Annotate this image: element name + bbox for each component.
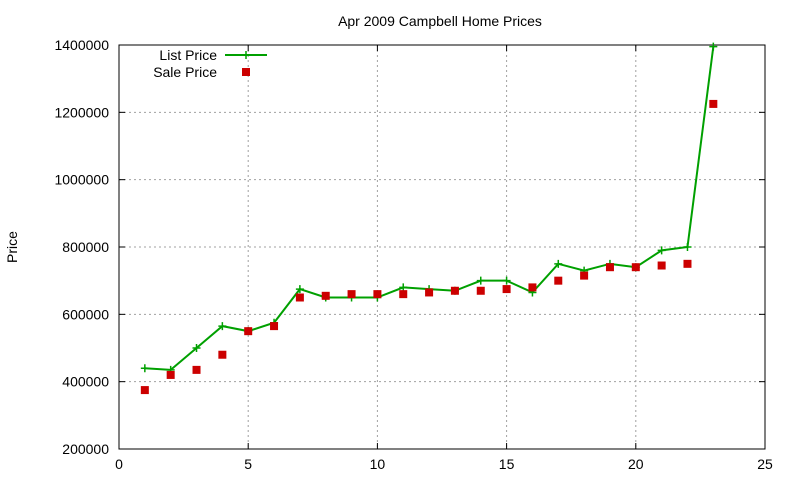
- list-price-point: [502, 276, 511, 285]
- series-line: [144, 46, 715, 371]
- axis-ticks: 0 5 10 15 20 25 200000 400000 600000 800000 100000…: [54, 37, 773, 472]
- list-price-point: [683, 243, 692, 251]
- sale-price-point: [244, 327, 253, 336]
- x-tick-label: 0: [115, 456, 123, 472]
- sale-price-point: [218, 350, 227, 359]
- sale-price-point: [683, 259, 692, 268]
- x-tick-label: 20: [628, 456, 644, 472]
- y-tick-label: 600000: [62, 306, 109, 322]
- list-price-point: [218, 322, 227, 331]
- sale-price-point: [321, 291, 330, 300]
- sale-price-point: [580, 271, 589, 280]
- sale-price-point: [373, 290, 382, 299]
- sale-price-point: [657, 261, 666, 270]
- x-tick-label: 10: [370, 456, 386, 472]
- sale-price-point: [502, 285, 511, 294]
- sale-price-point: [347, 290, 356, 299]
- list-price-point: [554, 259, 563, 268]
- y-axis-label: Price: [4, 231, 20, 263]
- y-tick-label: 800000: [62, 239, 109, 255]
- list-price-point: [295, 285, 304, 294]
- sale-price-point: [295, 293, 304, 302]
- sale-price-point: [631, 263, 640, 272]
- list-price-point: [140, 364, 149, 373]
- sale-price-point: [528, 283, 537, 292]
- sale-price-point: [709, 99, 718, 108]
- sale-price-point: [476, 286, 485, 295]
- list-price-point: [657, 246, 666, 255]
- plot-frame: [118, 44, 766, 450]
- legend-label: List Price: [159, 47, 217, 63]
- legend-label: Sale Price: [153, 64, 217, 80]
- sale-price-point: [605, 263, 614, 272]
- sale-price-point: [140, 386, 149, 395]
- list-price-point: [709, 42, 718, 51]
- legend-marker: [242, 68, 250, 76]
- sale-price-point: [399, 290, 408, 299]
- series: [140, 42, 718, 395]
- y-tick-label: 200000: [62, 441, 109, 457]
- legend-marker: [242, 51, 250, 59]
- sale-price-point: [425, 288, 434, 297]
- list-price-point: [192, 344, 201, 352]
- list-price-point: [476, 276, 485, 285]
- x-tick-label: 25: [757, 456, 773, 472]
- sale-price-point: [166, 370, 175, 379]
- sale-price-point: [270, 322, 279, 331]
- sale-price-point: [450, 286, 459, 295]
- y-tick-label: 1000000: [54, 172, 109, 188]
- series-sale-price: [140, 99, 718, 395]
- x-tick-label: 15: [499, 456, 515, 472]
- chart-title: Apr 2009 Campbell Home Prices: [338, 13, 542, 29]
- x-tick-label: 5: [244, 456, 252, 472]
- series-list-price: [140, 42, 718, 374]
- y-tick-label: 1200000: [54, 104, 109, 120]
- list-price-point: [399, 283, 408, 292]
- sale-price-point: [192, 365, 201, 374]
- y-tick-label: 1400000: [54, 37, 109, 53]
- sale-price-point: [554, 276, 563, 285]
- y-tick-label: 400000: [62, 374, 109, 390]
- grid: [119, 45, 765, 449]
